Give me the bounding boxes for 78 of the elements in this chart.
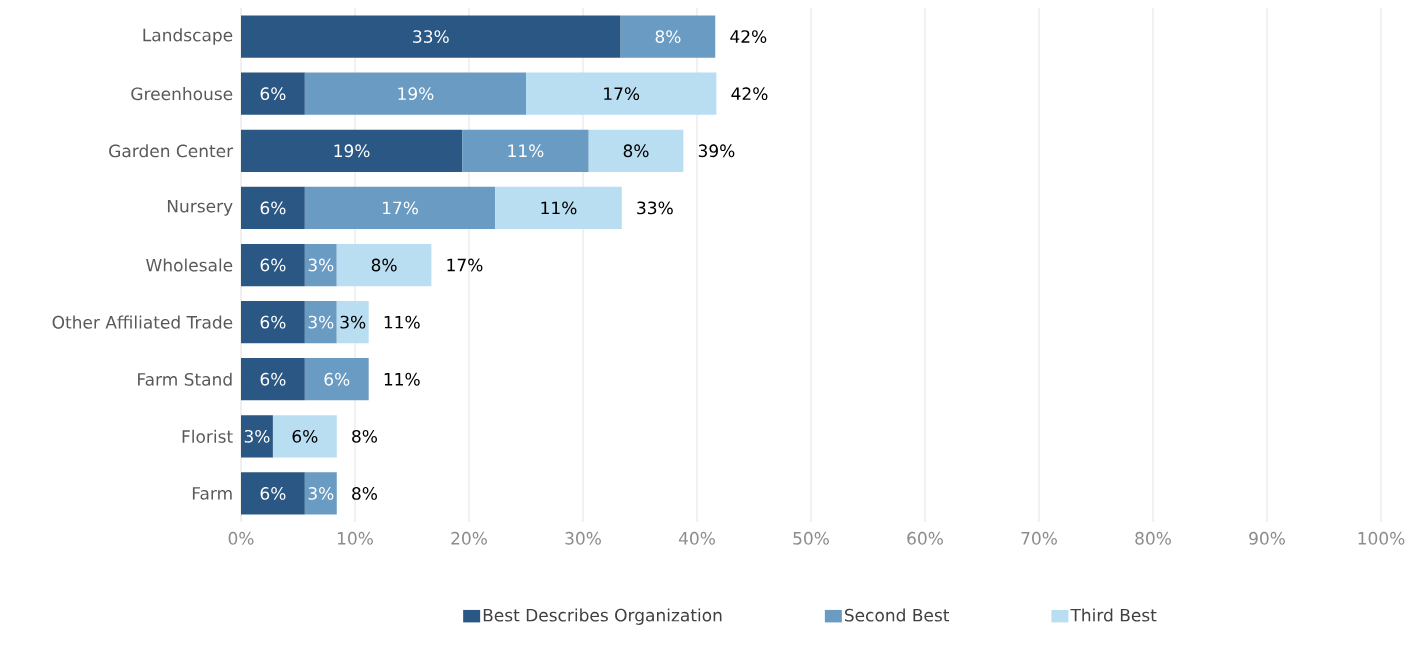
data-label: 8% — [623, 144, 649, 158]
bar — [336, 300, 369, 344]
bar — [241, 358, 305, 401]
x-tick-label: 10% — [337, 531, 373, 545]
data-label: 11% — [508, 144, 544, 158]
bar — [241, 415, 273, 458]
y-tick-label: Nursery — [167, 199, 233, 216]
data-label: 6% — [260, 372, 286, 386]
bar — [241, 129, 463, 172]
x-tick-label: 80% — [1135, 531, 1171, 545]
total-label: 11% — [384, 315, 420, 329]
total-label: 8% — [352, 487, 377, 500]
data-label: 11% — [541, 201, 577, 215]
bar — [304, 472, 337, 515]
data-label: 6% — [260, 201, 286, 215]
bar — [620, 15, 716, 58]
bar — [241, 15, 621, 58]
y-tick-label: Landscape — [143, 28, 233, 45]
total-label: 42% — [731, 87, 768, 101]
y-tick-label: Farm — [192, 487, 232, 500]
y-tick-label: Other Affiliated Trade — [52, 315, 233, 329]
x-tick-label: 50% — [793, 531, 829, 545]
total-label: 8% — [352, 429, 377, 443]
x-tick-label: 0% — [228, 531, 254, 545]
legend-label: Third Best — [1070, 608, 1157, 622]
x-tick-label: 60% — [907, 531, 943, 545]
data-label: 6% — [260, 315, 286, 329]
total-label: 42% — [730, 30, 767, 43]
bar — [241, 300, 305, 344]
total-label: 11% — [384, 372, 420, 386]
bar — [588, 129, 684, 172]
data-label: 3% — [244, 429, 270, 443]
data-label: 3% — [308, 258, 334, 272]
data-label: 8% — [655, 30, 681, 43]
legend-label: Best Describes Organization — [483, 608, 722, 625]
x-tick-label: 30% — [565, 531, 601, 545]
data-label: 6% — [260, 87, 286, 101]
bar — [241, 72, 305, 115]
data-label: 3% — [308, 315, 334, 329]
y-tick-label: Farm Stand — [138, 372, 232, 386]
bar — [241, 243, 305, 287]
data-label: 33% — [413, 30, 449, 43]
bar — [304, 72, 526, 115]
bar — [526, 72, 717, 115]
bar — [495, 186, 622, 230]
data-label: 3% — [308, 487, 334, 500]
x-tick-label: 90% — [1249, 531, 1285, 545]
bar — [304, 300, 337, 344]
y-tick-label: Garden Center — [109, 144, 234, 158]
x-tick-label: 70% — [1021, 531, 1057, 545]
total-label: 17% — [447, 258, 483, 272]
x-tick-label: 100% — [1358, 531, 1405, 545]
x-tick-label: 40% — [678, 531, 715, 545]
data-label: 8% — [371, 258, 397, 272]
data-label: 17% — [383, 201, 418, 215]
bar — [336, 243, 432, 287]
data-label: 17% — [604, 87, 640, 101]
data-label: 19% — [334, 144, 370, 158]
data-label: 6% — [260, 258, 286, 272]
data-label: 3% — [340, 315, 366, 329]
total-label: 39% — [698, 144, 735, 158]
data-label: 6% — [260, 487, 286, 500]
bar — [304, 186, 496, 230]
data-label: 6% — [324, 372, 350, 386]
data-label: 6% — [292, 429, 318, 443]
y-tick-label: Florist — [182, 429, 233, 443]
legend-label: Second Best — [844, 608, 950, 622]
bar — [462, 129, 589, 172]
bar — [304, 358, 369, 401]
y-tick-label: Greenhouse — [131, 87, 233, 101]
bar — [272, 415, 337, 458]
bar — [241, 472, 305, 515]
bar — [241, 186, 305, 230]
data-label: 19% — [398, 87, 434, 101]
y-tick-label: Wholesale — [146, 258, 233, 272]
x-tick-label: 20% — [451, 531, 487, 545]
bar — [304, 243, 337, 287]
total-label: 33% — [637, 201, 673, 215]
